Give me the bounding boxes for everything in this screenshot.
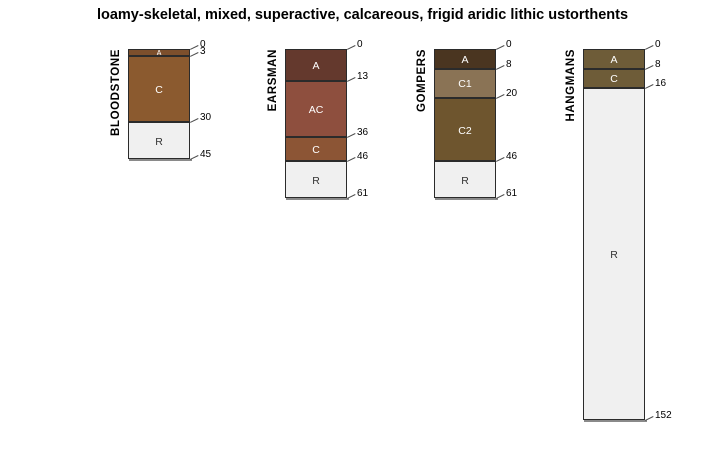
depth-tick-label: 61 [506, 187, 518, 199]
soil-horizon: C2 [434, 97, 496, 162]
horizon-label: R [610, 249, 618, 262]
depth-tick-line [645, 45, 654, 50]
horizon-label: A [156, 49, 162, 57]
horizon-label: R [461, 174, 469, 187]
column-base-line [286, 197, 349, 200]
depth-tick-line [645, 416, 654, 422]
depth-tick-label: 16 [655, 78, 667, 90]
horizon-label: R [155, 135, 163, 148]
depth-tick-line [645, 64, 654, 70]
soil-horizon: R [434, 161, 496, 198]
depth-tick-line [496, 93, 505, 99]
soil-horizon: AC [285, 80, 347, 137]
depth-tick-label: 13 [357, 70, 369, 82]
depth-tick-line [496, 194, 505, 199]
horizon-label: A [312, 59, 320, 72]
soil-horizon: A [128, 49, 190, 57]
column-base-line [129, 158, 192, 161]
depth-tick-label: 45 [200, 148, 212, 160]
soil-horizon: A [583, 49, 645, 69]
soil-horizon: R [583, 88, 645, 421]
depth-tick-line [496, 64, 505, 70]
profile-name-label: HANGMANS [565, 49, 577, 122]
horizon-label: C [312, 144, 320, 157]
column-base-line [584, 420, 647, 423]
depth-tick-label: 36 [357, 126, 369, 138]
profile-column: A C1 C2 R [434, 49, 496, 198]
soil-horizon: C [285, 136, 347, 162]
depth-tick-label: 3 [200, 46, 206, 58]
horizon-label: A [610, 53, 618, 66]
depth-tick-line [496, 157, 505, 163]
depth-tick-label: 0 [655, 39, 661, 50]
depth-tick-line [496, 45, 505, 50]
horizon-label: A [461, 53, 469, 66]
soil-horizon: R [128, 122, 190, 159]
depth-tick-label: 0 [357, 39, 363, 50]
depth-tick-line [190, 118, 199, 124]
soil-horizon: A [285, 49, 347, 81]
horizon-label: C1 [458, 78, 472, 91]
depth-tick-label: 30 [200, 112, 212, 124]
horizon-label: C [155, 84, 163, 97]
depth-tick-label: 61 [357, 187, 369, 199]
profile-name-label: EARSMAN [267, 49, 279, 112]
depth-tick-line [645, 84, 654, 89]
depth-tick-label: 152 [655, 410, 672, 422]
depth-tick-label: 8 [655, 58, 661, 70]
column-base-line [435, 197, 498, 200]
depth-tick-line [347, 194, 356, 199]
depth-tick-label: 46 [506, 151, 518, 163]
horizon-label: R [312, 174, 320, 187]
profile-column: A C R [128, 49, 190, 159]
depth-tick-line [190, 52, 199, 58]
depth-tick-label: 8 [506, 58, 512, 70]
profile-column: A AC C R [285, 49, 347, 198]
horizon-label: AC [308, 103, 324, 116]
horizon-label: C2 [458, 124, 472, 137]
depth-tick-line [347, 76, 356, 82]
soil-horizon: R [285, 161, 347, 198]
depth-tick-label: 0 [200, 39, 206, 50]
profile-name-label: GOMPERS [416, 49, 428, 112]
depth-tick-line [347, 132, 356, 138]
horizon-label: C [610, 73, 618, 86]
depth-tick-line [190, 45, 199, 50]
page-title: loamy-skeletal, mixed, superactive, calc… [96, 7, 629, 23]
depth-tick-label: 46 [357, 151, 369, 163]
soil-horizon: C1 [434, 68, 496, 98]
soil-horizon: C [583, 68, 645, 89]
soil-horizon: C [128, 56, 190, 123]
soil-horizon: A [434, 49, 496, 69]
depth-tick-label: 0 [506, 39, 512, 50]
depth-tick-line [347, 45, 356, 50]
depth-tick-line [190, 154, 199, 160]
profile-name-label: BLOODSTONE [110, 49, 122, 136]
depth-tick-line [347, 157, 356, 163]
depth-tick-label: 20 [506, 87, 518, 99]
